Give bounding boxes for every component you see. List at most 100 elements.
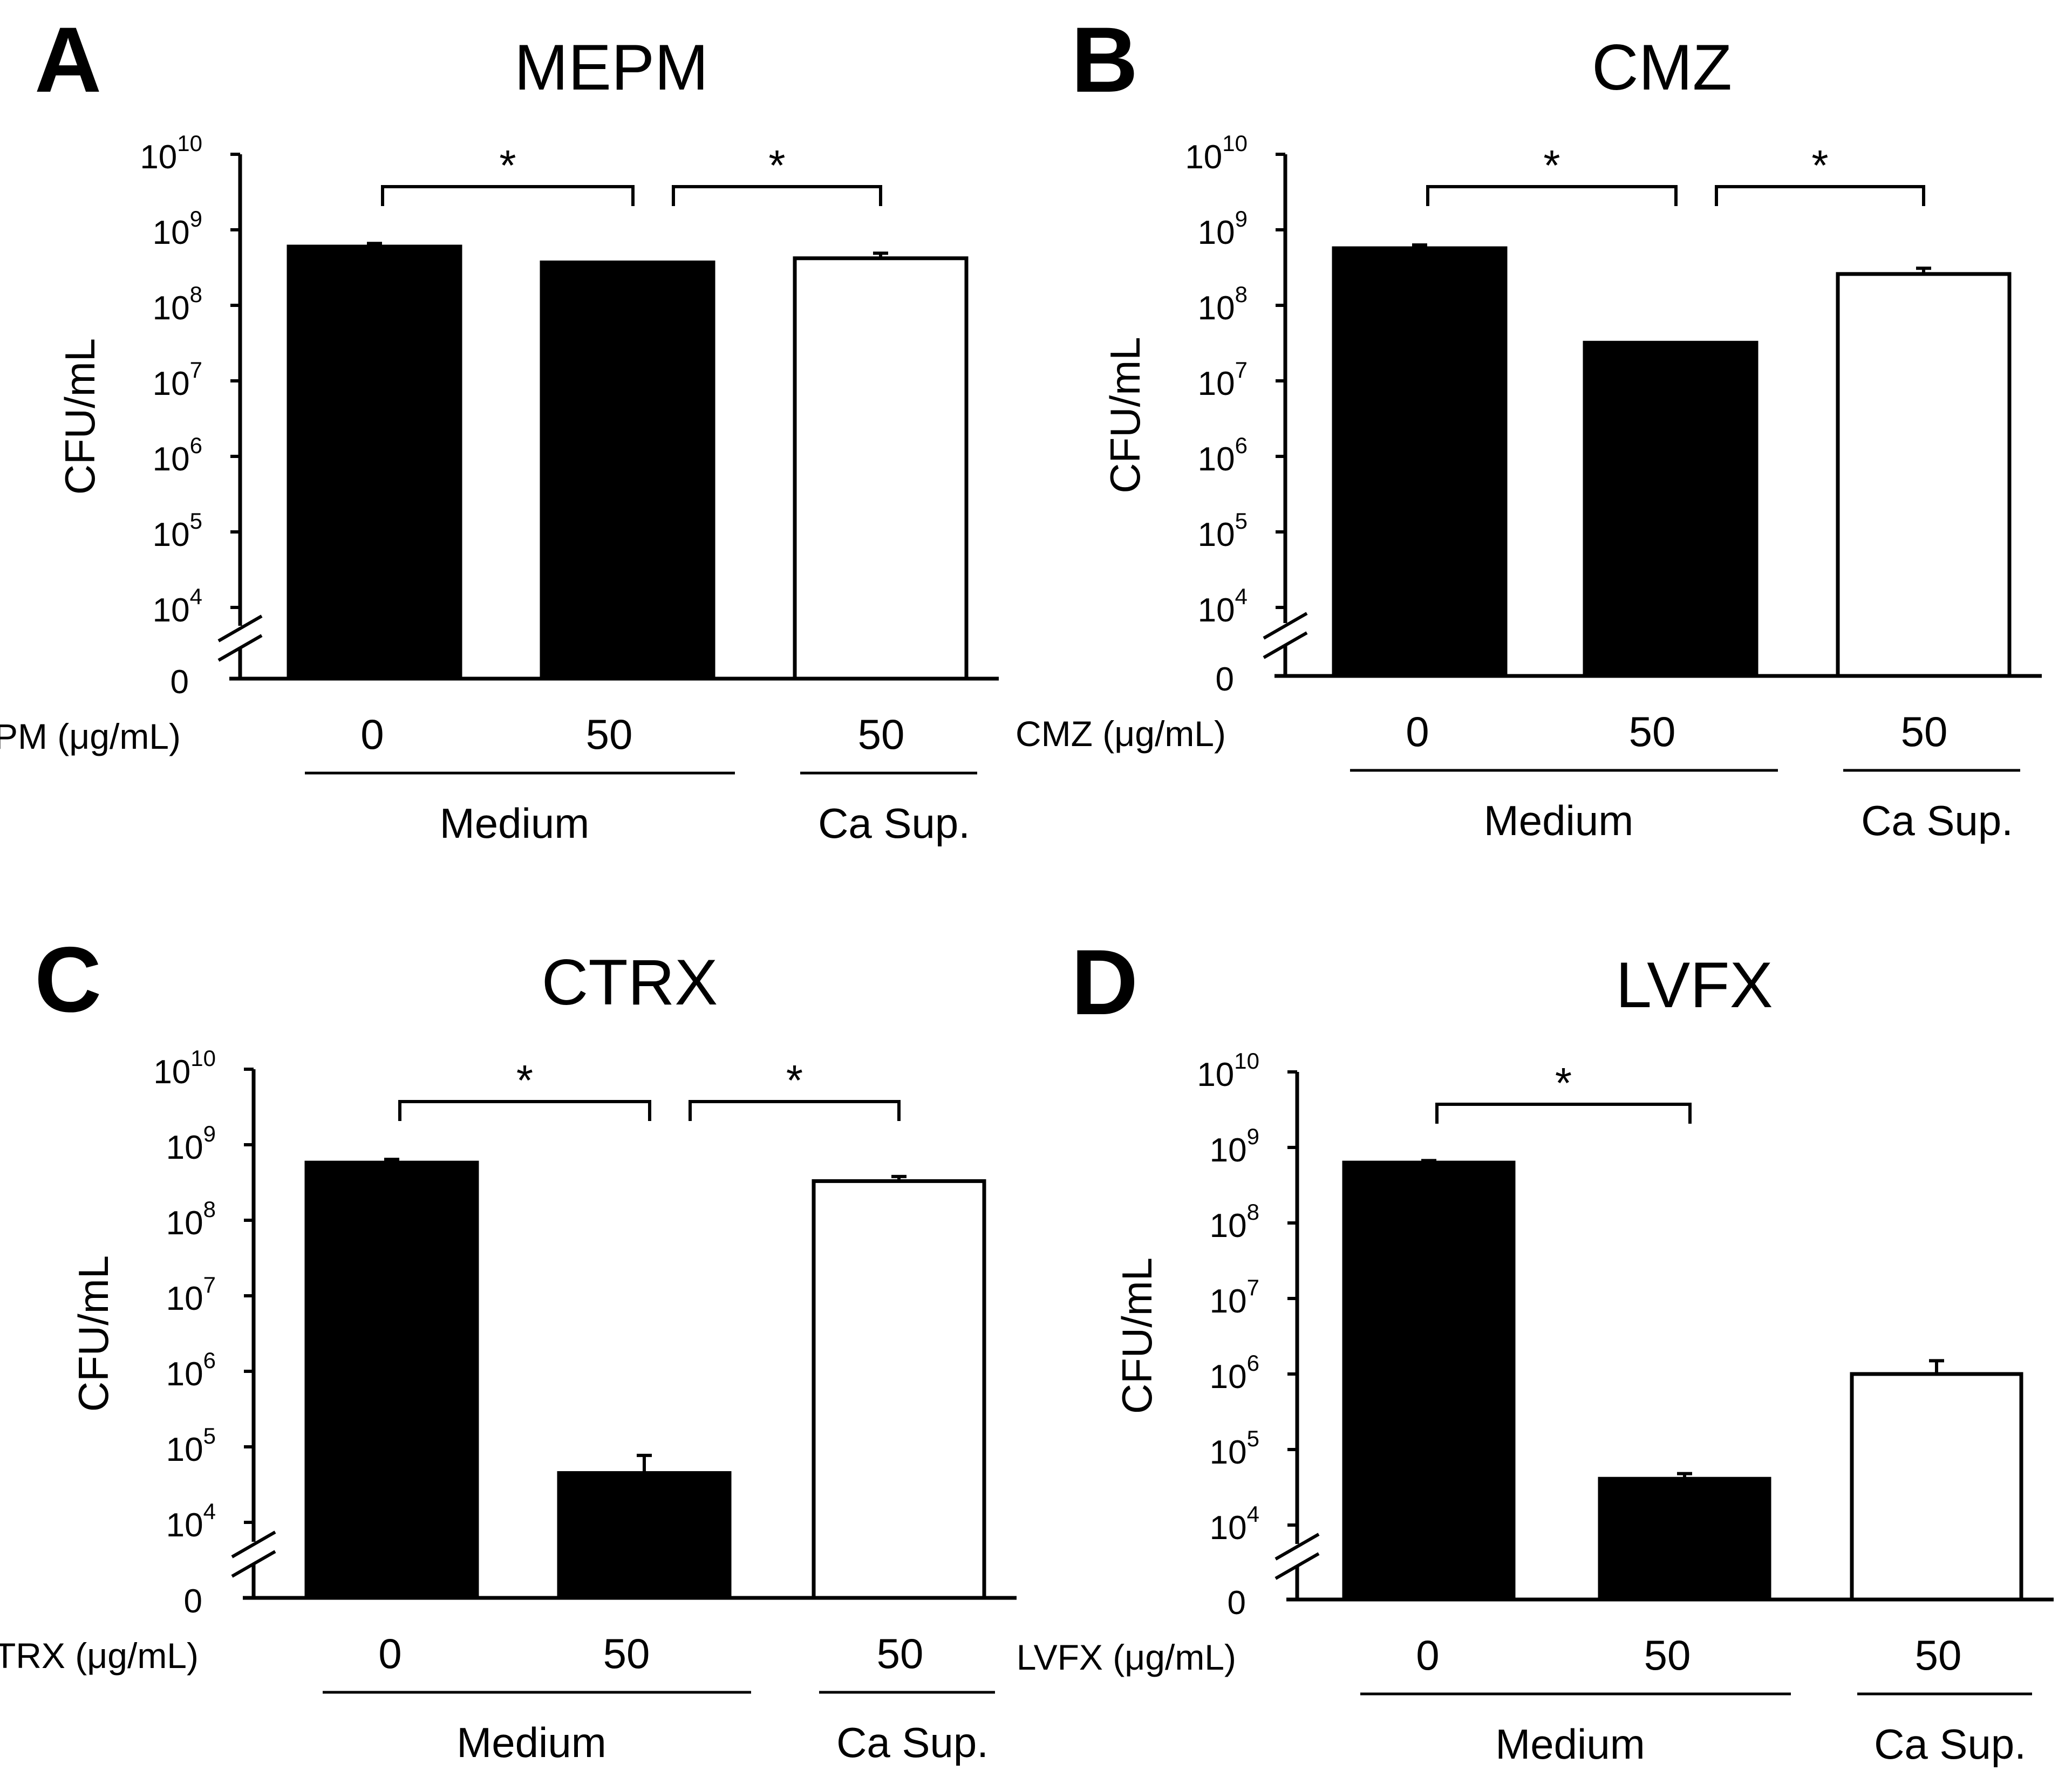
y-tick-label: 105 — [153, 508, 202, 553]
significance-star: * — [786, 1056, 803, 1104]
y-tick-exponent: 8 — [1235, 282, 1248, 307]
y-tick-base: 10 — [166, 1205, 203, 1242]
dose-label: CTRX (μg/mL) — [0, 1636, 199, 1676]
y-tick-exponent: 9 — [1247, 1124, 1259, 1149]
y-tick-exponent: 4 — [203, 1499, 216, 1524]
y-tick-exponent: 4 — [1247, 1501, 1259, 1527]
y-tick-base: 10 — [153, 1054, 190, 1091]
y-tick-base: 10 — [140, 139, 177, 176]
significance-bracket — [381, 185, 635, 206]
axis-break-mark — [1274, 1552, 1320, 1580]
y-tick-exponent: 5 — [1235, 508, 1248, 534]
bar — [793, 256, 969, 681]
bar — [1342, 1160, 1516, 1602]
y-tick-base: 10 — [153, 214, 190, 251]
significance-star: * — [1555, 1059, 1572, 1107]
y-tick-label: 107 — [166, 1272, 216, 1317]
y-tick-exponent: 7 — [1235, 357, 1248, 382]
y-tick-label: 1010 — [140, 131, 202, 176]
y-tick-label: 108 — [153, 282, 202, 327]
y-tick-label: 109 — [153, 206, 202, 251]
significance-bracket — [1715, 185, 1925, 206]
group-label-supernatant: Ca Sup. — [1861, 797, 2013, 844]
significance-star: * — [499, 141, 516, 189]
group-label-supernatant: Ca Sup. — [1874, 1720, 2026, 1768]
y-tick-exponent: 8 — [190, 282, 202, 307]
y-tick-base: 10 — [166, 1129, 203, 1166]
y-tick-base: 10 — [1198, 365, 1235, 402]
chart-title: MEPM — [514, 31, 708, 104]
y-tick-label-zero: 0 — [1228, 1584, 1246, 1622]
bar — [1583, 340, 1759, 678]
y-tick-label: 105 — [166, 1423, 216, 1468]
y-axis-label: CFU/mL — [1101, 337, 1149, 493]
significance-star: * — [1543, 141, 1560, 189]
y-tick-exponent: 7 — [190, 357, 202, 382]
bar — [304, 1160, 479, 1600]
y-tick-base: 10 — [1198, 441, 1235, 478]
y-tick-label: 104 — [1198, 584, 1248, 629]
dose-value: 50 — [1915, 1631, 1962, 1679]
axis-break-mark — [217, 634, 263, 662]
y-tick-label: 108 — [166, 1197, 216, 1242]
y-tick-label: 109 — [1198, 206, 1248, 251]
y-tick-label: 1010 — [153, 1045, 216, 1091]
y-tick-base: 10 — [1210, 1132, 1247, 1169]
dose-value: 50 — [1901, 708, 1948, 755]
y-tick-exponent: 6 — [1247, 1350, 1259, 1376]
y-tick-base: 10 — [1185, 139, 1222, 176]
y-tick-exponent: 10 — [177, 131, 202, 156]
y-tick-exponent: 6 — [1235, 433, 1248, 458]
bar — [540, 260, 715, 681]
dose-value: 0 — [1416, 1631, 1439, 1679]
y-tick-label: 108 — [1198, 282, 1248, 327]
axis-break-mark — [1263, 612, 1308, 640]
bar — [557, 1471, 732, 1600]
y-tick-exponent: 9 — [1235, 206, 1248, 231]
y-tick-exponent: 10 — [1234, 1048, 1259, 1074]
y-tick-exponent: 5 — [190, 508, 202, 534]
y-tick-exponent: 7 — [203, 1272, 216, 1297]
y-tick-base: 10 — [153, 441, 190, 478]
y-tick-base: 10 — [166, 1280, 203, 1317]
y-tick-label-zero: 0 — [171, 664, 189, 701]
group-label-medium: Medium — [1495, 1720, 1645, 1768]
y-tick-exponent: 6 — [190, 433, 202, 458]
bar — [287, 244, 462, 681]
panel-letter: B — [1071, 8, 1138, 112]
y-tick-exponent: 8 — [1247, 1199, 1259, 1225]
y-tick-base: 10 — [153, 290, 190, 327]
dose-value: 50 — [586, 710, 633, 758]
y-tick-base: 10 — [1210, 1509, 1247, 1547]
dose-value: 50 — [877, 1630, 924, 1677]
y-tick-base: 10 — [153, 365, 190, 402]
y-tick-exponent: 6 — [203, 1348, 216, 1373]
group-label-supernatant: Ca Sup. — [818, 799, 970, 847]
dose-value: 0 — [360, 710, 384, 758]
y-tick-exponent: 4 — [190, 584, 202, 609]
bar — [812, 1179, 986, 1600]
significance-bracket — [672, 185, 882, 206]
y-tick-label: 106 — [1210, 1350, 1259, 1396]
y-axis-label: CFU/mL — [1113, 1257, 1161, 1414]
bar — [1332, 246, 1508, 678]
significance-star: * — [1811, 141, 1828, 189]
bar — [1850, 1372, 2023, 1602]
y-tick-base: 10 — [1210, 1283, 1247, 1320]
y-tick-label: 104 — [153, 584, 202, 629]
y-axis-label: CFU/mL — [70, 1255, 117, 1412]
panel-letter: C — [35, 928, 101, 1031]
y-tick-label: 106 — [166, 1348, 216, 1393]
significance-bracket — [1426, 185, 1678, 206]
y-tick-exponent: 10 — [190, 1045, 216, 1071]
dose-value: 50 — [858, 710, 905, 758]
y-tick-label: 106 — [153, 433, 202, 478]
axis-break-mark — [1274, 1533, 1320, 1561]
y-tick-base: 10 — [1210, 1434, 1247, 1471]
axis-break-mark — [217, 614, 263, 642]
group-label-supernatant: Ca Sup. — [836, 1719, 989, 1766]
significance-bracket — [689, 1100, 901, 1121]
y-tick-exponent: 5 — [203, 1423, 216, 1448]
y-tick-label-zero: 0 — [1216, 661, 1234, 698]
